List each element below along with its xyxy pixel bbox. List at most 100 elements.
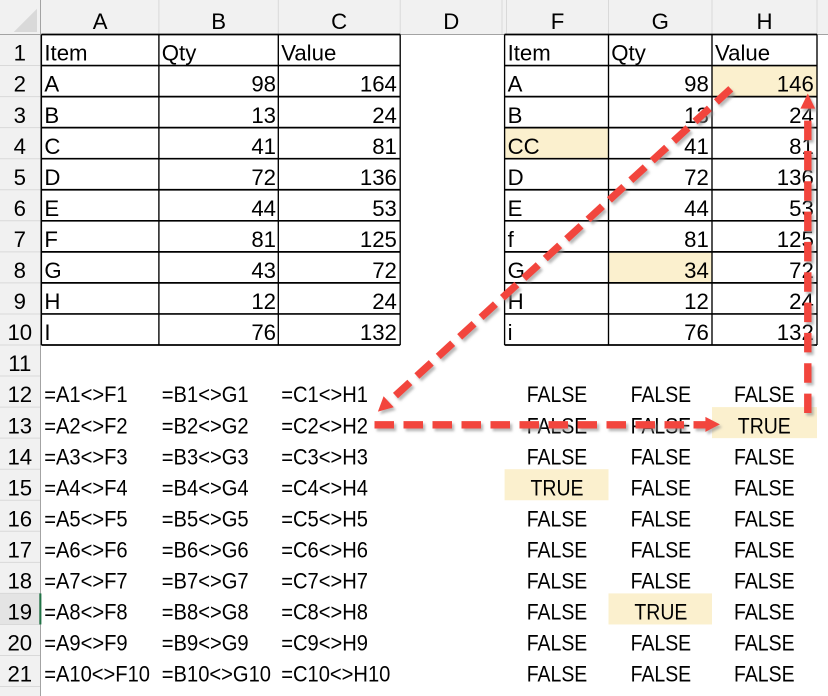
svg-text:=B6<>G6: =B6<>G6 <box>162 537 249 562</box>
svg-text:FALSE: FALSE <box>631 631 692 656</box>
svg-text:=B10<>G10: =B10<>G10 <box>162 662 271 687</box>
svg-text:i: i <box>508 320 513 345</box>
svg-text:=C6<>H6: =C6<>H6 <box>281 537 368 562</box>
svg-text:=A6<>F6: =A6<>F6 <box>44 537 127 562</box>
svg-text:=C1<>H1: =C1<>H1 <box>281 382 368 407</box>
svg-text:FALSE: FALSE <box>631 569 692 594</box>
svg-text:19: 19 <box>7 600 32 625</box>
svg-text:=C10<>H10: =C10<>H10 <box>281 662 390 687</box>
svg-text:F: F <box>551 9 565 34</box>
svg-text:21: 21 <box>7 662 32 687</box>
svg-text:146: 146 <box>777 72 814 97</box>
svg-text:76: 76 <box>684 320 709 345</box>
svg-text:=A7<>F7: =A7<>F7 <box>44 569 127 594</box>
svg-text:A: A <box>44 72 59 97</box>
svg-text:FALSE: FALSE <box>631 444 692 469</box>
svg-text:13: 13 <box>251 103 276 128</box>
svg-text:FALSE: FALSE <box>527 506 588 531</box>
svg-text:10: 10 <box>7 320 32 345</box>
svg-text:FALSE: FALSE <box>527 382 588 407</box>
svg-text:=A10<>F10: =A10<>F10 <box>44 662 150 687</box>
svg-text:81: 81 <box>251 227 276 252</box>
svg-text:164: 164 <box>360 72 397 97</box>
svg-text:72: 72 <box>684 165 709 190</box>
svg-text:A: A <box>508 72 523 97</box>
svg-text:=C3<>H3: =C3<>H3 <box>281 444 368 469</box>
svg-text:TRUE: TRUE <box>738 413 791 438</box>
svg-text:=C4<>H4: =C4<>H4 <box>281 475 368 500</box>
svg-text:11: 11 <box>8 351 31 376</box>
svg-text:13: 13 <box>7 413 32 438</box>
svg-text:17: 17 <box>7 537 32 562</box>
svg-text:81: 81 <box>372 134 397 159</box>
svg-text:FALSE: FALSE <box>527 600 588 625</box>
svg-text:E: E <box>44 196 59 221</box>
svg-text:44: 44 <box>684 196 709 221</box>
svg-text:=B8<>G8: =B8<>G8 <box>162 600 249 625</box>
svg-text:=A3<>F3: =A3<>F3 <box>44 444 127 469</box>
svg-text:=C7<>H7: =C7<>H7 <box>281 569 368 594</box>
svg-text:14: 14 <box>7 444 32 469</box>
svg-text:D: D <box>508 165 524 190</box>
svg-text:=B4<>G4: =B4<>G4 <box>162 475 249 500</box>
svg-text:24: 24 <box>372 103 397 128</box>
svg-text:41: 41 <box>251 134 276 159</box>
svg-text:FALSE: FALSE <box>734 537 795 562</box>
svg-text:=B5<>G5: =B5<>G5 <box>162 506 249 531</box>
svg-text:f: f <box>508 227 515 252</box>
svg-text:Item: Item <box>508 41 551 66</box>
svg-text:15: 15 <box>7 475 32 500</box>
svg-text:A: A <box>93 9 108 34</box>
svg-text:FALSE: FALSE <box>734 631 795 656</box>
svg-text:FALSE: FALSE <box>734 382 795 407</box>
svg-text:3: 3 <box>14 103 26 128</box>
svg-text:6: 6 <box>14 196 26 221</box>
svg-text:53: 53 <box>372 196 397 221</box>
svg-text:=B9<>G9: =B9<>G9 <box>162 631 249 656</box>
svg-text:Value: Value <box>715 41 770 66</box>
svg-text:41: 41 <box>684 134 709 159</box>
svg-text:=C8<>H8: =C8<>H8 <box>281 600 368 625</box>
svg-text:=A9<>F9: =A9<>F9 <box>44 631 127 656</box>
svg-text:76: 76 <box>251 320 276 345</box>
svg-text:F: F <box>44 227 58 252</box>
svg-text:B: B <box>44 103 59 128</box>
svg-text:H: H <box>44 289 60 314</box>
svg-text:=C5<>H5: =C5<>H5 <box>281 506 368 531</box>
svg-text:FALSE: FALSE <box>631 382 692 407</box>
svg-text:TRUE: TRUE <box>634 600 687 625</box>
svg-text:FALSE: FALSE <box>734 506 795 531</box>
svg-text:=B2<>G2: =B2<>G2 <box>162 413 249 438</box>
svg-text:FALSE: FALSE <box>734 600 795 625</box>
svg-text:34: 34 <box>684 258 709 283</box>
svg-text:C: C <box>331 9 347 34</box>
svg-text:FALSE: FALSE <box>527 537 588 562</box>
svg-text:=C2<>H2: =C2<>H2 <box>281 413 368 438</box>
svg-text:132: 132 <box>360 320 397 345</box>
svg-text:20: 20 <box>7 631 32 656</box>
svg-text:5: 5 <box>14 165 26 190</box>
svg-text:43: 43 <box>251 258 276 283</box>
svg-text:D: D <box>44 165 60 190</box>
svg-text:24: 24 <box>372 289 397 314</box>
svg-text:FALSE: FALSE <box>527 631 588 656</box>
svg-text:=A5<>F5: =A5<>F5 <box>44 506 127 531</box>
svg-text:72: 72 <box>372 258 397 283</box>
svg-text:Qty: Qty <box>611 41 646 66</box>
svg-text:FALSE: FALSE <box>734 662 795 687</box>
svg-text:TRUE: TRUE <box>531 475 584 500</box>
svg-text:8: 8 <box>14 258 26 283</box>
svg-text:FALSE: FALSE <box>734 569 795 594</box>
svg-text:7: 7 <box>14 227 26 252</box>
svg-text:FALSE: FALSE <box>527 569 588 594</box>
svg-text:4: 4 <box>14 134 26 159</box>
svg-text:FALSE: FALSE <box>631 662 692 687</box>
svg-text:B: B <box>508 103 523 128</box>
svg-text:G: G <box>44 258 61 283</box>
svg-text:G: G <box>508 258 525 283</box>
svg-text:12: 12 <box>251 289 276 314</box>
svg-text:CC: CC <box>508 134 540 159</box>
svg-text:=A1<>F1: =A1<>F1 <box>44 382 127 407</box>
svg-text:=A8<>F8: =A8<>F8 <box>44 600 127 625</box>
svg-text:FALSE: FALSE <box>527 662 588 687</box>
